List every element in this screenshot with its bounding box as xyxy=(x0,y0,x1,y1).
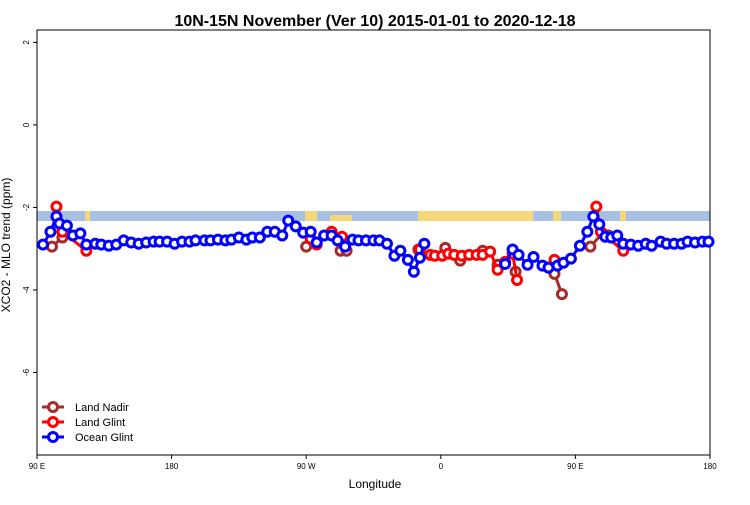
point xyxy=(511,274,524,287)
point xyxy=(491,263,504,276)
point xyxy=(407,265,420,278)
point xyxy=(304,225,317,238)
point xyxy=(44,225,57,238)
x-tick-label: 90 E xyxy=(567,462,583,471)
y-tick-label: -6 xyxy=(22,368,31,376)
point xyxy=(593,218,606,231)
legend-marker xyxy=(47,401,59,413)
x-tick-label: 180 xyxy=(165,462,179,471)
point xyxy=(276,229,289,242)
x-tick-label: 90 E xyxy=(29,462,45,471)
point xyxy=(584,240,597,253)
point xyxy=(413,251,426,264)
point xyxy=(282,214,295,227)
chart-title: 10N-15N November (Ver 10) 2015-01-01 to … xyxy=(174,13,575,30)
point xyxy=(331,234,344,247)
point xyxy=(555,288,568,301)
point xyxy=(60,219,73,232)
point xyxy=(50,200,63,213)
point xyxy=(339,240,352,253)
point xyxy=(253,231,266,244)
x-axis-label: Longitude xyxy=(349,477,402,491)
y-tick-label: -2 xyxy=(22,203,31,211)
point xyxy=(611,229,624,242)
point xyxy=(310,236,323,249)
map-strip xyxy=(37,211,710,221)
point xyxy=(564,252,577,265)
point xyxy=(74,227,87,240)
point xyxy=(702,235,715,248)
point xyxy=(645,239,658,252)
legend-marker xyxy=(47,431,59,443)
point xyxy=(527,250,540,263)
y-axis-label: XCO2 - MLO trend (ppm) xyxy=(0,178,13,313)
y-tick-label: 0 xyxy=(22,122,31,127)
point xyxy=(587,210,600,223)
x-tick-label: 180 xyxy=(703,462,717,471)
legend-label: Land Nadir xyxy=(75,402,129,414)
point xyxy=(484,245,497,258)
legend-label: Land Glint xyxy=(75,417,125,429)
point xyxy=(499,257,512,270)
y-tick-label: -4 xyxy=(22,286,31,294)
point xyxy=(289,220,302,233)
point xyxy=(418,237,431,250)
point xyxy=(521,258,534,271)
point xyxy=(573,239,586,252)
x-tick-label: 0 xyxy=(439,462,444,471)
point xyxy=(512,248,525,261)
legend-label: Ocean Glint xyxy=(75,432,133,444)
point xyxy=(394,244,407,257)
y-tick-label: 2 xyxy=(22,40,31,45)
x-tick-label: 90 W xyxy=(297,462,316,471)
point xyxy=(36,238,49,251)
legend-marker xyxy=(47,416,59,428)
point xyxy=(590,200,603,213)
point xyxy=(401,253,414,266)
point xyxy=(581,225,594,238)
point xyxy=(380,237,393,250)
